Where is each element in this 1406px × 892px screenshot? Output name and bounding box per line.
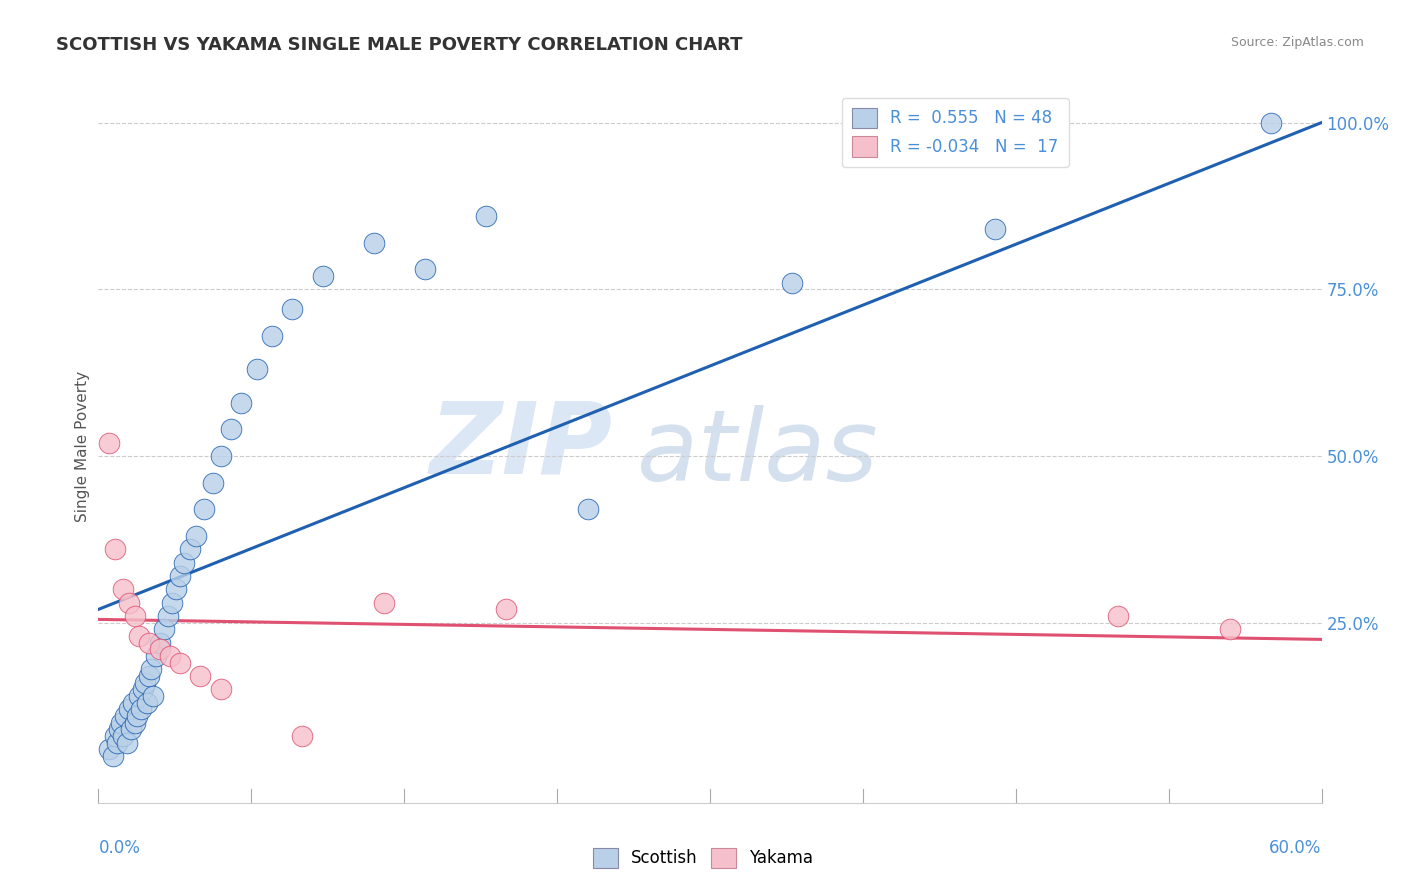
Point bbox=[152, 623, 174, 637]
Point bbox=[141, 662, 163, 676]
Point bbox=[780, 276, 803, 290]
Point bbox=[118, 702, 141, 716]
Point bbox=[165, 582, 187, 597]
Point bbox=[134, 675, 156, 690]
Point bbox=[136, 696, 159, 710]
Point bbox=[124, 609, 146, 624]
Y-axis label: Single Male Poverty: Single Male Poverty bbox=[75, 370, 90, 522]
Point bbox=[281, 302, 304, 317]
Point bbox=[138, 669, 160, 683]
Point bbox=[373, 596, 395, 610]
Point bbox=[201, 475, 224, 490]
Point bbox=[97, 435, 120, 450]
Point bbox=[145, 649, 167, 664]
Point bbox=[127, 709, 149, 723]
Point bbox=[122, 696, 145, 710]
Point bbox=[124, 715, 146, 730]
Text: Source: ZipAtlas.com: Source: ZipAtlas.com bbox=[1230, 36, 1364, 49]
Point bbox=[260, 329, 283, 343]
Point bbox=[209, 682, 232, 697]
Point bbox=[160, 596, 183, 610]
Point bbox=[495, 602, 517, 616]
Point bbox=[128, 629, 150, 643]
Point bbox=[186, 529, 208, 543]
Point bbox=[156, 609, 179, 624]
Point bbox=[118, 596, 141, 610]
Point bbox=[111, 582, 134, 597]
Point bbox=[576, 502, 599, 516]
Point bbox=[101, 749, 124, 764]
Point bbox=[1260, 115, 1282, 129]
Point bbox=[1107, 609, 1129, 624]
Point bbox=[363, 235, 385, 250]
Point bbox=[104, 729, 127, 743]
Point bbox=[149, 636, 172, 650]
Point bbox=[291, 729, 314, 743]
Point bbox=[111, 729, 134, 743]
Point bbox=[97, 742, 120, 756]
Text: atlas: atlas bbox=[637, 405, 879, 501]
Point bbox=[179, 542, 201, 557]
Point bbox=[1219, 623, 1241, 637]
Point bbox=[132, 682, 155, 697]
Point bbox=[169, 656, 191, 670]
Point bbox=[104, 542, 127, 557]
Point bbox=[219, 422, 242, 436]
Point bbox=[142, 689, 165, 703]
Point bbox=[413, 262, 436, 277]
Point bbox=[209, 449, 232, 463]
Point bbox=[159, 649, 181, 664]
Text: ZIP: ZIP bbox=[429, 398, 612, 494]
Point bbox=[474, 209, 498, 223]
Point bbox=[231, 395, 253, 409]
Point bbox=[105, 736, 128, 750]
Point bbox=[108, 723, 131, 737]
Point bbox=[312, 268, 335, 283]
Point bbox=[128, 689, 150, 703]
Legend: R =  0.555   N = 48, R = -0.034   N =  17: R = 0.555 N = 48, R = -0.034 N = 17 bbox=[842, 97, 1069, 167]
Point bbox=[169, 569, 191, 583]
Point bbox=[115, 736, 138, 750]
Text: 60.0%: 60.0% bbox=[1270, 839, 1322, 857]
Legend: Scottish, Yakama: Scottish, Yakama bbox=[586, 841, 820, 875]
Point bbox=[120, 723, 142, 737]
Point bbox=[129, 702, 152, 716]
Point bbox=[110, 715, 132, 730]
Point bbox=[114, 709, 136, 723]
Point bbox=[149, 642, 172, 657]
Point bbox=[173, 556, 195, 570]
Text: 0.0%: 0.0% bbox=[98, 839, 141, 857]
Point bbox=[188, 669, 212, 683]
Point bbox=[138, 636, 160, 650]
Point bbox=[984, 222, 1007, 236]
Text: SCOTTISH VS YAKAMA SINGLE MALE POVERTY CORRELATION CHART: SCOTTISH VS YAKAMA SINGLE MALE POVERTY C… bbox=[56, 36, 742, 54]
Point bbox=[193, 502, 215, 516]
Point bbox=[246, 362, 269, 376]
